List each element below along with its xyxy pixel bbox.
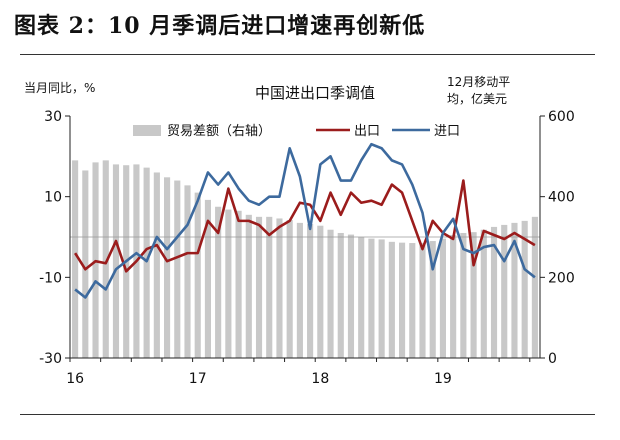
bar-series-trade-balance (72, 160, 538, 358)
x-axis-tick-label: 19 (434, 371, 452, 387)
trade-balance-bar (204, 199, 211, 358)
trade-balance-bar (307, 224, 314, 358)
trade-balance-bar (450, 234, 457, 358)
trade-balance-bar (82, 170, 89, 358)
legend-label-imports: 进口 (434, 124, 460, 139)
trade-balance-bar (399, 242, 406, 358)
trade-balance-bar (215, 206, 222, 358)
trade-balance-bar (276, 218, 283, 358)
trade-balance-bar (460, 232, 467, 358)
trade-balance-bar (337, 232, 344, 358)
trade-balance-bar (102, 160, 109, 358)
x-axis-tick-label: 18 (311, 371, 329, 387)
trade-balance-bar (327, 229, 334, 358)
left-axis-tick-label: -10 (39, 270, 62, 286)
trade-balance-bar (286, 220, 293, 358)
trade-balance-bar (531, 216, 538, 358)
trade-balance-bar (470, 232, 477, 358)
trade-balance-bar (164, 177, 171, 358)
right-axis-tick-label: 600 (548, 109, 575, 125)
trade-balance-bar (225, 209, 232, 358)
trade-balance-bar (378, 239, 385, 358)
trade-balance-bar (429, 241, 436, 358)
right-axis-unit-line-2: 均，亿美元 (447, 91, 507, 106)
axes: 30 10 -10 -30 600 400 200 0 16 17 18 19 (39, 109, 575, 387)
bottom-rule (20, 414, 595, 415)
legend: 贸易差额（右轴） 出口 进口 (133, 124, 460, 139)
left-axis-tick-label: 10 (44, 190, 62, 206)
trade-balance-bar (184, 185, 191, 358)
trade-balance-bar (347, 234, 355, 358)
trade-balance-bar (419, 243, 426, 358)
legend-label-exports: 出口 (354, 124, 380, 139)
trade-balance-bar (153, 172, 160, 358)
left-axis-tick-label: 30 (44, 109, 62, 125)
trade-balance-bar (235, 210, 242, 358)
trade-balance-bar (194, 192, 201, 358)
trade-balance-bar (521, 220, 528, 358)
trade-balance-bar (72, 160, 79, 358)
right-axis-tick-label: 200 (548, 270, 575, 286)
chart-title: 中国进出口季调值 (255, 84, 375, 102)
trade-balance-bar (409, 243, 416, 358)
trade-balance-bar (480, 229, 487, 358)
left-axis-unit: 当月同比，% (24, 81, 95, 95)
x-axis-tick-label: 16 (66, 371, 84, 387)
trade-balance-bar (112, 164, 120, 358)
right-axis-tick-label: 0 (548, 351, 557, 367)
legend-label-trade-balance: 贸易差额（右轴） (167, 124, 271, 139)
trade-balance-bar (501, 224, 508, 358)
trade-balance-bar (255, 216, 263, 358)
right-axis-unit-line-1: 12月移动平 (447, 75, 510, 89)
trade-balance-bar (317, 225, 324, 358)
left-axis-tick-label: -30 (39, 351, 62, 367)
trade-balance-bar (266, 216, 273, 358)
trade-balance-bar (368, 238, 375, 358)
trade-balance-bar (439, 238, 446, 358)
imports-line (74, 142, 536, 299)
line-series-group (74, 142, 536, 299)
trade-balance-bar (296, 222, 303, 358)
trade-balance-bar (174, 180, 181, 358)
trade-balance-bar (358, 237, 365, 358)
trade-balance-bar (511, 222, 518, 358)
trade-balance-bar (143, 167, 150, 358)
figure-title: 图表 2：10 月季调后进口增速再创新低 (14, 13, 426, 39)
trade-balance-bar (490, 226, 498, 358)
x-axis-tick-label: 17 (189, 371, 207, 387)
right-axis-tick-label: 400 (548, 190, 575, 206)
legend-swatch-trade-balance (133, 125, 161, 136)
trade-balance-bar (245, 214, 252, 358)
top-rule (20, 54, 595, 55)
trade-balance-bar (388, 241, 395, 358)
